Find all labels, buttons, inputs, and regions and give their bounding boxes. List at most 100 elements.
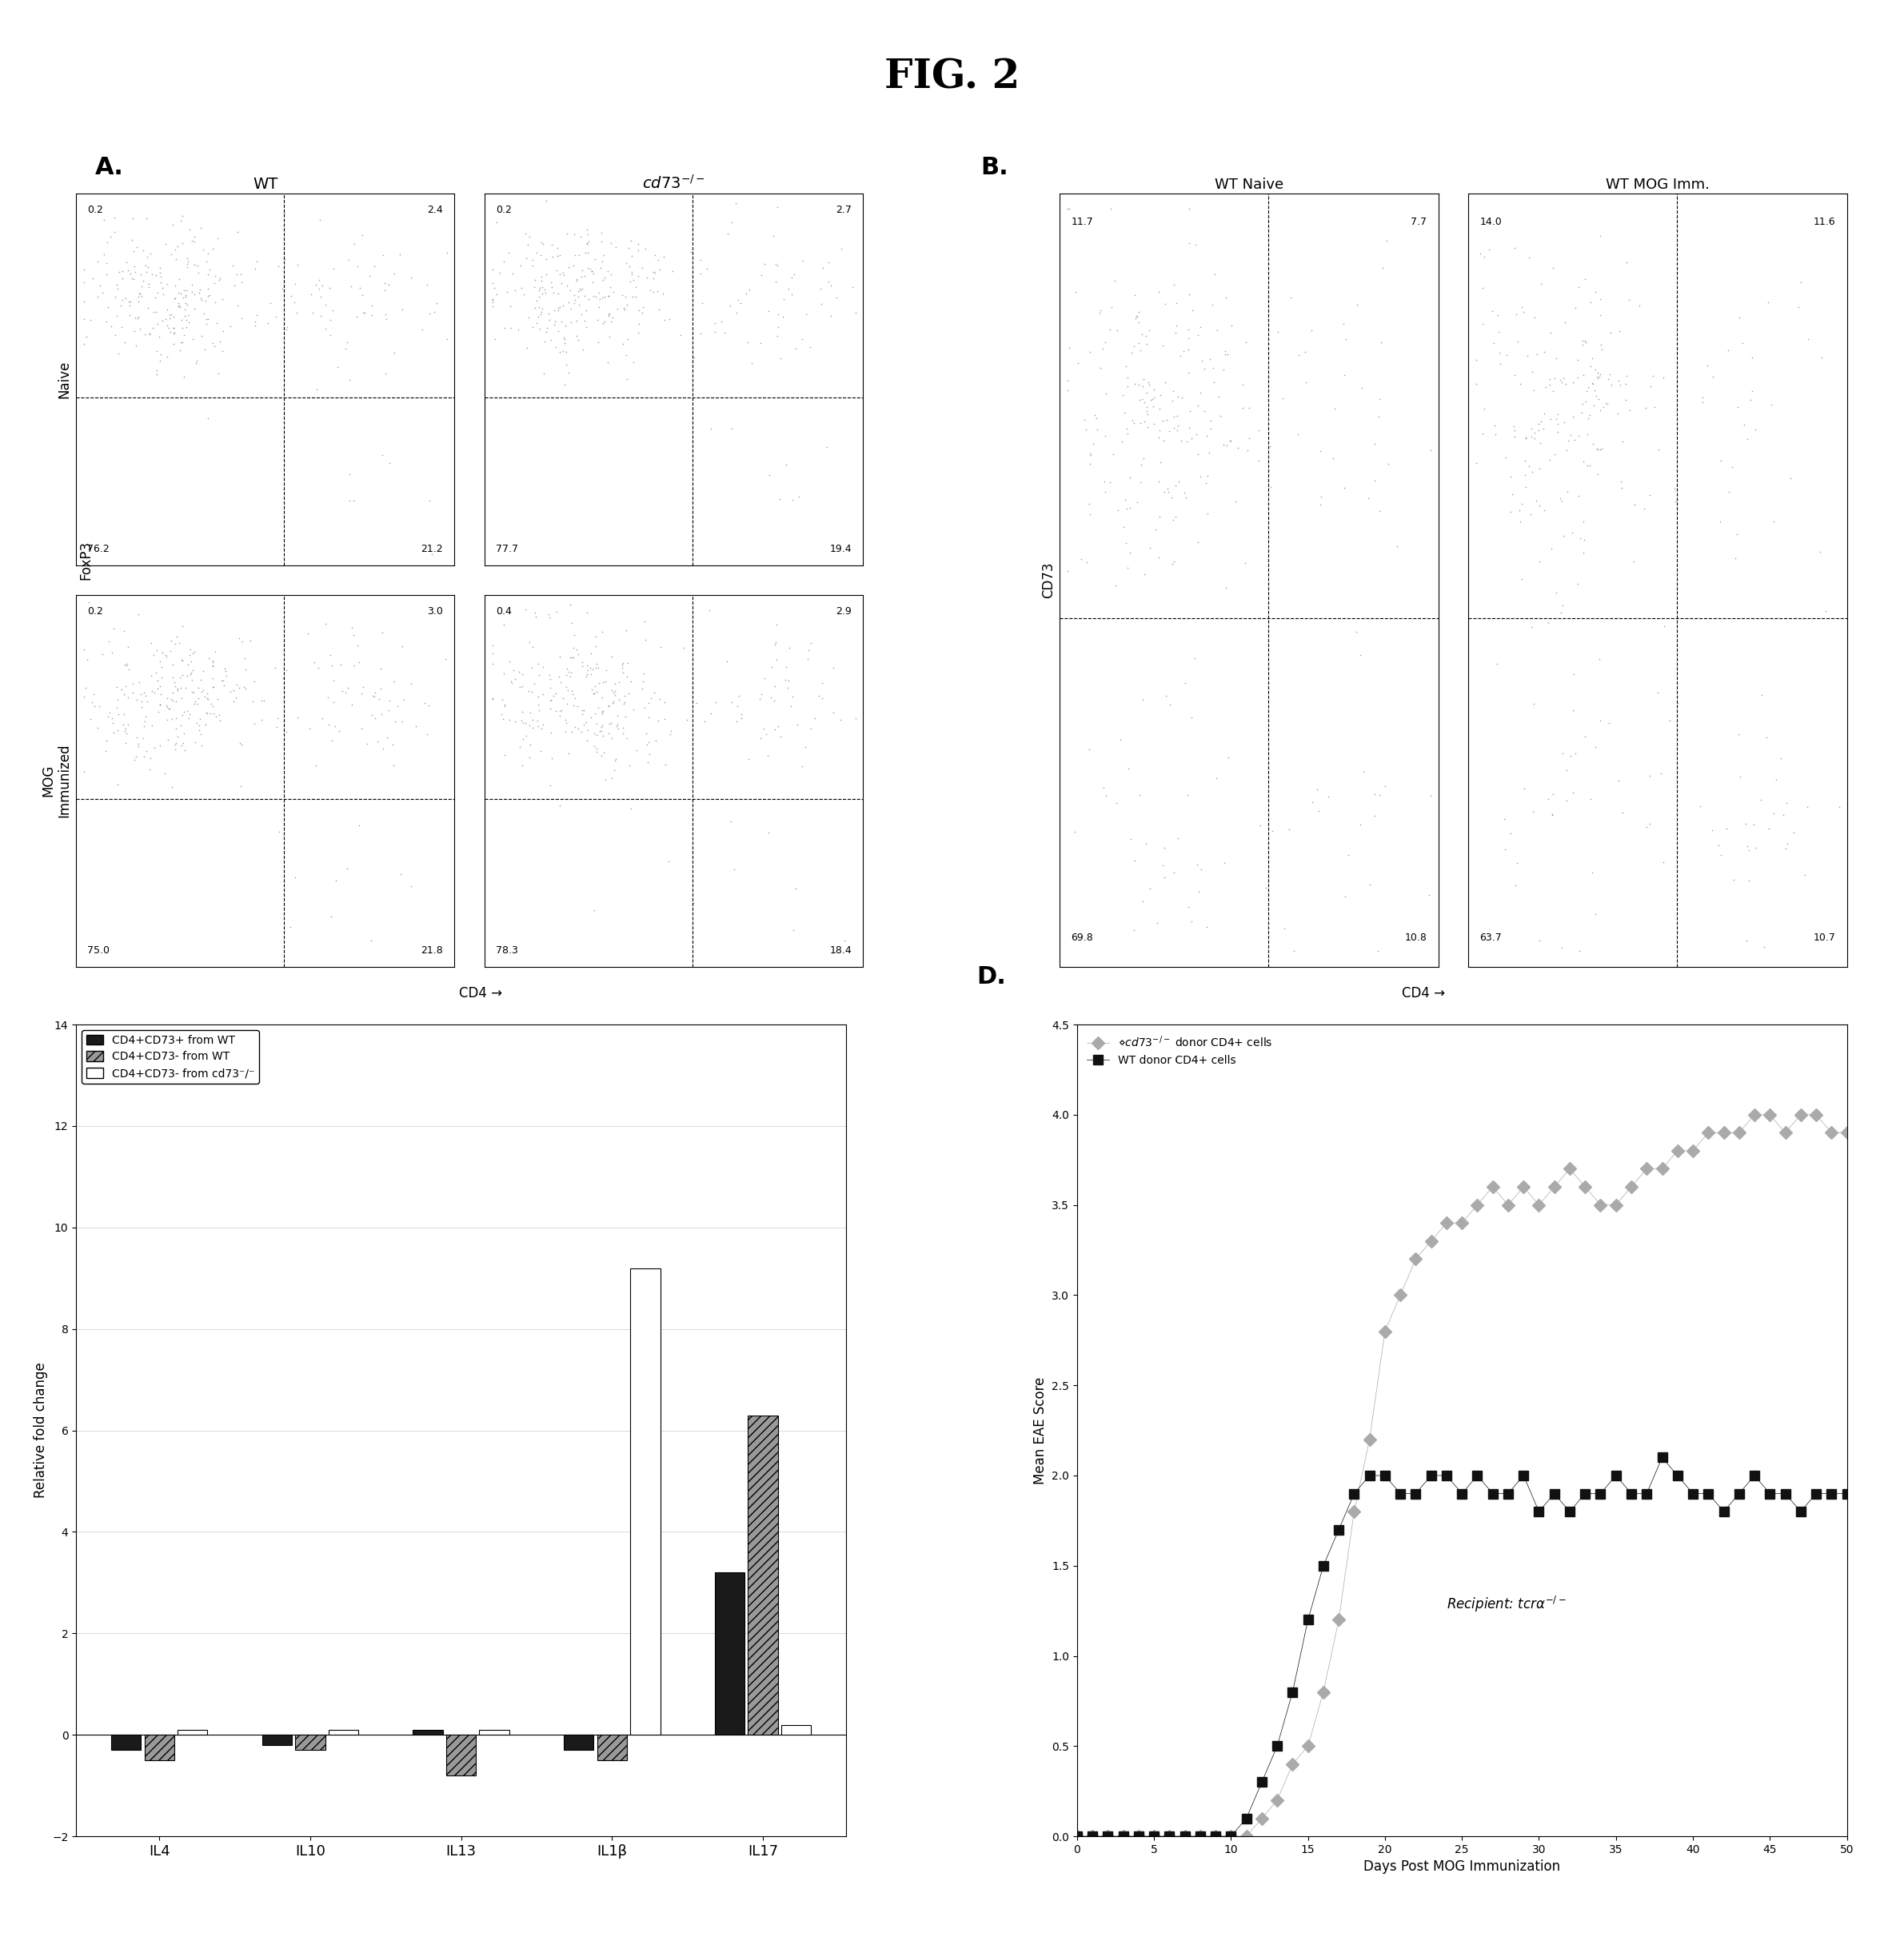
Point — [619, 694, 649, 725]
Point — [535, 717, 565, 748]
Point — [152, 309, 183, 340]
Point — [596, 707, 626, 738]
Point — [567, 696, 598, 727]
Point — [1557, 400, 1588, 431]
Point — [69, 286, 99, 317]
Point — [369, 358, 400, 389]
Point — [489, 740, 520, 771]
Point — [527, 294, 558, 325]
Point — [114, 290, 145, 321]
Point — [345, 646, 375, 677]
Point — [1647, 361, 1677, 392]
Point — [141, 636, 171, 667]
Point — [764, 298, 794, 329]
Point — [552, 653, 583, 684]
Point — [583, 667, 613, 698]
Point — [1485, 348, 1516, 379]
Point — [586, 216, 617, 247]
Point — [1110, 352, 1140, 383]
Point — [263, 711, 293, 742]
Point — [630, 624, 661, 655]
Point — [1577, 342, 1607, 373]
Point — [581, 733, 611, 764]
Point — [154, 317, 185, 348]
Point — [744, 723, 775, 754]
Point — [194, 280, 225, 311]
Point — [615, 251, 645, 282]
Point — [362, 725, 392, 756]
Point — [101, 692, 131, 723]
Point — [632, 746, 663, 777]
Point — [364, 682, 394, 713]
Point — [1727, 327, 1757, 358]
Point — [586, 617, 617, 648]
Point — [1245, 810, 1276, 841]
Point — [131, 686, 162, 717]
Point — [1110, 528, 1140, 559]
Point — [1120, 845, 1150, 876]
Point — [1356, 868, 1386, 899]
Point — [760, 684, 790, 715]
Bar — [446, 1736, 476, 1774]
Point — [1596, 360, 1626, 390]
Point — [169, 302, 200, 332]
Point — [1523, 489, 1554, 520]
Point — [379, 259, 409, 290]
cd73⁻/⁻ donor CD4+ cells — [1620, 1175, 1643, 1198]
Point — [1563, 344, 1594, 375]
Point — [99, 201, 129, 232]
Point — [1721, 543, 1752, 574]
Point — [545, 336, 575, 367]
Point — [103, 257, 133, 288]
Point — [1333, 839, 1363, 870]
Text: A.: A. — [95, 155, 124, 178]
Point — [765, 342, 796, 373]
Point — [695, 698, 725, 729]
Point — [168, 646, 198, 677]
Point — [1573, 450, 1603, 481]
Point — [166, 278, 196, 309]
Point — [562, 692, 592, 723]
Point — [571, 649, 602, 680]
Point — [687, 288, 718, 319]
Point — [790, 300, 821, 331]
Point — [307, 300, 337, 331]
Point — [1127, 385, 1158, 416]
Point — [126, 278, 156, 309]
Point — [1567, 389, 1597, 419]
Point — [1544, 483, 1575, 514]
Point — [1150, 680, 1180, 711]
Point — [120, 257, 150, 288]
Point — [1500, 416, 1531, 447]
Point — [735, 274, 765, 305]
Point — [1163, 410, 1194, 441]
Point — [558, 249, 588, 280]
Point — [160, 713, 190, 744]
Point — [1603, 398, 1634, 429]
Point — [621, 273, 651, 303]
Point — [552, 218, 583, 249]
Point — [754, 460, 784, 491]
Point — [1123, 329, 1154, 360]
Point — [1097, 292, 1127, 323]
Bar — [263, 1736, 291, 1745]
Point — [331, 852, 362, 883]
Point — [545, 667, 575, 698]
Point — [602, 700, 632, 731]
Point — [1807, 342, 1837, 373]
Point — [1129, 387, 1160, 418]
Point — [764, 311, 794, 342]
Point — [1565, 936, 1596, 966]
Point — [1624, 290, 1655, 321]
Point — [527, 228, 558, 259]
Point — [379, 750, 409, 781]
Point — [1729, 410, 1759, 441]
Point — [526, 273, 556, 303]
Point — [1072, 547, 1102, 578]
Point — [1125, 779, 1156, 810]
Point — [1719, 864, 1750, 895]
Point — [1630, 392, 1660, 423]
Point — [1559, 659, 1590, 690]
Point — [712, 218, 743, 249]
Point — [1649, 847, 1679, 878]
